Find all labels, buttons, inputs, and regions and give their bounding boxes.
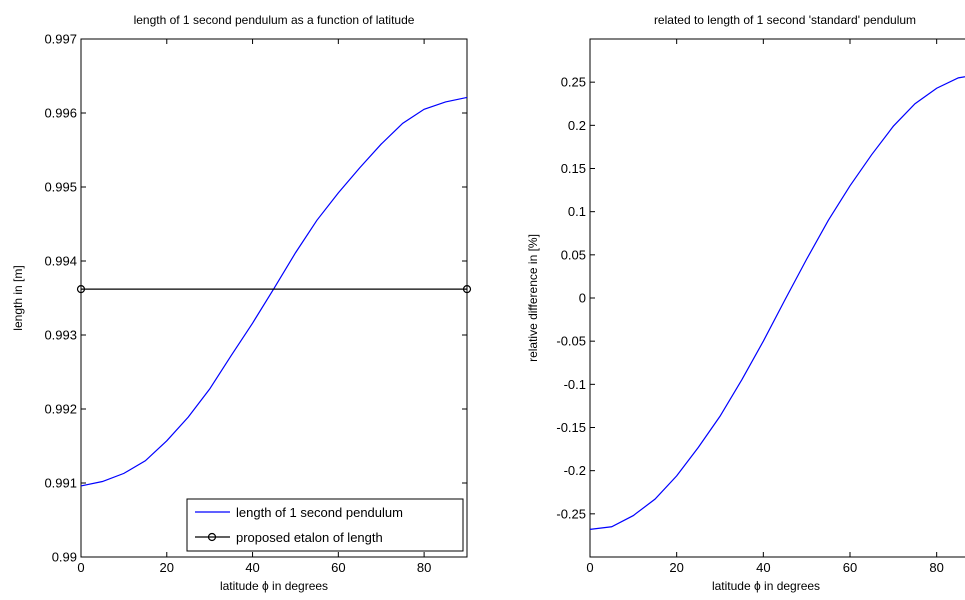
relative-difference-plot-frame [589,38,965,558]
relative-difference-plot-x-tick-label: 80 [929,560,943,575]
relative-difference-plot-series-line-0 [589,76,965,530]
relative-difference-plot-y-tick-label: 0.15 [561,161,586,176]
relative-difference-plot-series [589,76,965,530]
relative-difference-plot-y-label: relative difference in [%] [526,234,540,362]
relative-difference-plot-y-tick-label: -0.25 [556,506,586,521]
length-plot-series-line-0 [80,96,468,487]
relative-difference-plot-y-tick-label: 0.25 [561,75,586,90]
relative-difference-plot-x-label: latitude ϕ in degrees [712,579,820,593]
length-plot-y-tick-label: 0.991 [44,476,77,491]
relative-difference-plot-title: related to length of 1 second 'standard'… [654,13,916,27]
relative-difference-plot-x-tick-label: 40 [756,560,770,575]
length-plot-y-label: length in [m] [11,265,25,330]
length-plot: length of 1 second pendulum as a functio… [11,13,472,593]
relative-difference-plot-x-tick-label: 20 [669,560,683,575]
relative-difference-plot-x-tick-label: 60 [843,560,857,575]
length-plot-x-tick-label: 20 [160,560,174,575]
length-plot-series-marker-1 [76,285,86,294]
length-plot-x-tick-label: 80 [417,560,431,575]
length-plot-x-label: latitude ϕ in degrees [220,579,328,593]
relative-difference-plot-ticks: 0 20 40 60 80 -0.25 -0.2 -0.15 -0.1 -0.05 0 0.05 0.1… [556,39,944,575]
length-plot-series [76,96,472,487]
length-plot-title: length of 1 second pendulum as a functio… [134,13,415,27]
legend-label-pendulum: length of 1 second pendulum [236,505,403,520]
legend-label-etalon: proposed etalon of length [236,530,383,545]
relative-difference-plot: related to length of 1 second 'standard'… [526,13,965,593]
relative-difference-plot-y-tick-label: 0.1 [568,204,586,219]
length-plot-x-tick-label: 0 [77,560,84,575]
length-plot-ticks: 0 20 40 60 80 0.99 0.991 0.992 0.993 0.994 0.995 0.… [44,32,467,575]
relative-difference-plot-y-tick-label: -0.05 [556,334,586,349]
relative-difference-plot-y-tick-label: 0.05 [561,247,586,262]
length-plot-frame [80,38,468,558]
relative-difference-plot-y-tick-label: 0.2 [568,118,586,133]
relative-difference-plot-y-tick-label: -0.1 [564,377,586,392]
relative-difference-plot-y-tick-label: -0.2 [564,463,586,478]
length-plot-x-tick-label: 60 [331,560,345,575]
length-plot-series-marker-1 [462,285,472,294]
length-plot-y-tick-label: 0.996 [44,106,77,121]
legend-marker-etalon [207,532,217,542]
relative-difference-plot-x-tick-label: 0 [586,560,593,575]
length-plot-y-tick-label: 0.99 [52,550,77,565]
length-plot-x-tick-label: 40 [245,560,259,575]
length-plot-y-tick-label: 0.995 [44,180,77,195]
length-plot-y-tick-label: 0.997 [44,32,77,47]
length-plot-y-tick-label: 0.994 [44,254,77,269]
relative-difference-plot-y-tick-label: 0 [579,291,586,306]
legend: length of 1 second pendulum proposed eta… [186,498,464,552]
length-plot-y-tick-label: 0.993 [44,328,77,343]
legend-box [186,498,464,552]
relative-difference-plot-y-tick-label: -0.15 [556,420,586,435]
length-plot-y-tick-label: 0.992 [44,402,77,417]
